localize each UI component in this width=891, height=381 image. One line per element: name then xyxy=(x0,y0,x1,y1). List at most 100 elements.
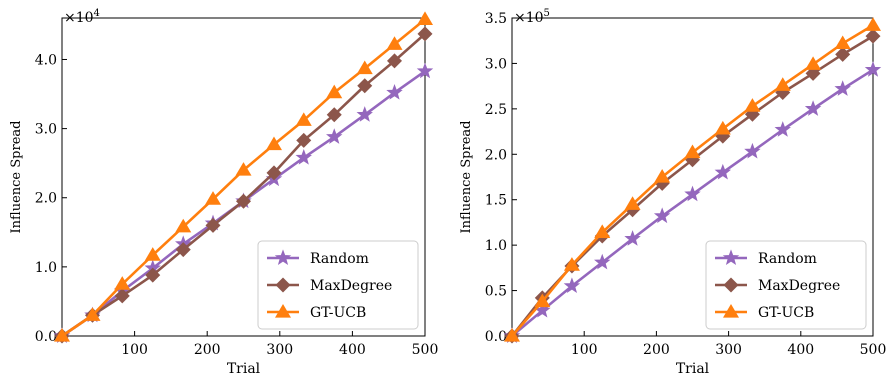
data-point xyxy=(684,185,701,202)
data-point xyxy=(835,46,851,62)
data-point xyxy=(84,307,101,321)
data-point xyxy=(624,230,641,246)
legend-marker xyxy=(722,249,740,265)
data-point xyxy=(326,128,343,144)
data-point xyxy=(265,136,282,151)
x-tick-label: 500 xyxy=(860,342,887,358)
y-tick-label: 0.0 xyxy=(485,329,507,345)
legend-box xyxy=(705,240,867,330)
legend: Random MaxDegree GT-UCB xyxy=(705,240,867,330)
legend-box xyxy=(257,240,419,330)
data-point xyxy=(357,78,373,94)
data-point xyxy=(175,242,191,258)
data-point xyxy=(145,267,161,283)
data-point xyxy=(205,191,222,205)
data-point xyxy=(387,53,403,69)
y-tick-label: 3.0 xyxy=(35,122,57,138)
y-axis-label: Influence Spread xyxy=(9,121,24,234)
x-tick-label: 300 xyxy=(266,342,293,358)
x-axis-label: Trial xyxy=(227,361,261,377)
series-maxdegree xyxy=(54,26,433,344)
data-point xyxy=(594,224,611,239)
series-gt-ucb xyxy=(504,17,881,342)
x-tick-label: 200 xyxy=(194,342,221,358)
y-tick-label: 1.0 xyxy=(35,260,57,276)
data-point xyxy=(54,328,70,342)
plot-frame xyxy=(511,17,874,337)
legend-label: GT-UCB xyxy=(310,305,366,321)
data-point xyxy=(834,35,851,50)
data-point xyxy=(504,328,520,342)
data-point xyxy=(774,77,791,91)
legend-marker xyxy=(275,277,291,293)
legend-label: GT-UCB xyxy=(758,305,814,321)
data-point xyxy=(714,120,731,135)
y-tick-label: 2.5 xyxy=(485,102,507,118)
x-tick-label: 400 xyxy=(339,342,366,358)
data-point xyxy=(296,132,312,148)
data-point xyxy=(356,106,373,122)
y-tick-label: 2.0 xyxy=(485,147,507,163)
data-point xyxy=(417,26,433,42)
data-point xyxy=(864,61,882,77)
x-axis-label: Trial xyxy=(676,361,710,377)
legend-label: Random xyxy=(310,251,369,267)
plot-frame xyxy=(61,17,426,337)
y-tick-label: 0.5 xyxy=(485,284,507,300)
data-point xyxy=(865,28,881,44)
data-point xyxy=(326,84,343,99)
y-tick-label: 3.5 xyxy=(485,11,507,27)
y-multiplier: ×105 xyxy=(514,8,550,26)
data-point xyxy=(714,163,732,180)
data-point xyxy=(114,288,130,304)
y-tick-label: 0.0 xyxy=(35,329,57,345)
y-tick-label: 3.0 xyxy=(485,56,507,72)
data-point xyxy=(804,100,822,116)
data-point xyxy=(386,84,403,100)
data-point xyxy=(235,162,252,176)
x-tick-label: 200 xyxy=(643,342,670,358)
data-point xyxy=(744,98,761,112)
x-tick-label: 300 xyxy=(715,342,742,358)
data-point xyxy=(865,17,881,31)
legend-marker xyxy=(274,249,292,265)
chart-panel-1: 100 200 300 400 500 0.0 1.0 2.0 3.0 4.0 ×104 Trial I… xyxy=(9,8,438,377)
x-tick-label: 400 xyxy=(787,342,814,358)
x-tick-label: 100 xyxy=(121,342,148,358)
chart-panel-2: 100 200 300 400 500 0.0 0.5 1.0 1.5 2.0 2.5 3.0 3.5 ×… xyxy=(459,8,886,377)
data-point xyxy=(356,60,373,75)
data-point xyxy=(416,62,434,79)
data-point xyxy=(295,148,312,165)
legend-marker xyxy=(275,304,291,318)
data-point xyxy=(563,277,581,294)
data-point xyxy=(624,196,641,210)
data-point xyxy=(326,107,342,123)
data-point xyxy=(534,293,551,308)
series-gt-ucb xyxy=(54,11,433,342)
data-point xyxy=(834,80,851,96)
legend-label: MaxDegree xyxy=(758,278,840,294)
legend-marker xyxy=(723,304,739,318)
data-point xyxy=(805,56,822,70)
data-point xyxy=(236,193,251,209)
x-tick-label: 100 xyxy=(571,342,598,358)
legend-label: MaxDegree xyxy=(310,278,392,294)
y-tick-label: 1.0 xyxy=(485,238,507,254)
data-point xyxy=(653,207,671,224)
data-point xyxy=(114,276,131,290)
y-tick-label: 2.0 xyxy=(35,191,57,207)
data-point xyxy=(266,165,282,181)
data-point xyxy=(295,112,312,126)
data-point xyxy=(563,257,580,271)
x-tick-label: 500 xyxy=(412,342,439,358)
data-point xyxy=(654,169,671,183)
data-point xyxy=(144,247,161,261)
data-point xyxy=(417,11,433,25)
data-point xyxy=(386,36,403,50)
legend-label: Random xyxy=(758,251,817,267)
legend-marker xyxy=(723,277,739,293)
y-tick-label: 4.0 xyxy=(35,52,57,68)
y-tick-label: 1.5 xyxy=(485,193,507,209)
y-axis-label: Influence Spread xyxy=(459,121,474,234)
